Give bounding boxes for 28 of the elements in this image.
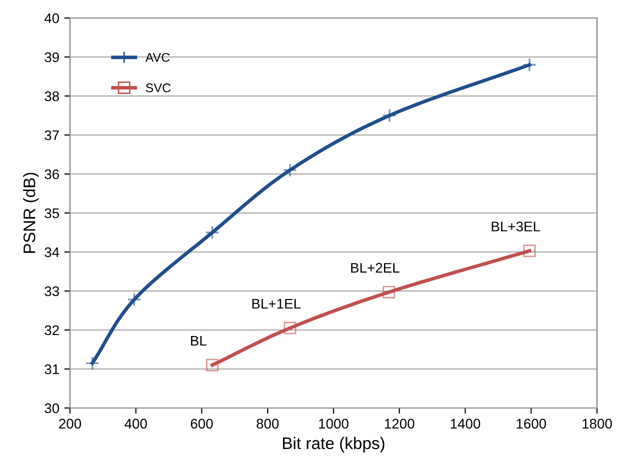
annotation: BL: [191, 336, 206, 346]
legend-label: SVC: [146, 83, 171, 92]
y-tick-label: 30: [44, 403, 60, 414]
x-tick-label: 1600: [516, 418, 546, 429]
x-tick-label: 1400: [450, 418, 480, 429]
y-tick-label: 37: [44, 130, 59, 140]
annotation: BL+1EL: [252, 298, 301, 308]
annotation: BL+2EL: [351, 262, 400, 273]
y-tick-label: 33: [44, 286, 59, 296]
y-tick-label: 31: [44, 364, 59, 374]
x-tick-label: 1200: [384, 418, 414, 429]
x-tick-label: 600: [190, 418, 213, 429]
y-axis-title: PSNR (dB): [23, 172, 39, 253]
legend-label: AVC: [145, 52, 170, 62]
y-tick-label: 35: [44, 208, 60, 218]
x-axis-title: Bit rate (kbps): [283, 436, 384, 452]
y-tick-label: 40: [44, 13, 60, 24]
annotation: BL+3EL: [492, 222, 540, 232]
x-tick-label: 400: [124, 418, 147, 429]
y-tick-label: 32: [44, 325, 59, 336]
y-tick-label: 39: [44, 52, 59, 62]
y-tick-label: 38: [44, 91, 59, 102]
y-tick-label: 34: [44, 247, 60, 258]
x-tick-label: 1800: [582, 418, 612, 429]
x-tick-label: 800: [256, 418, 279, 429]
y-tick-label: 36: [44, 169, 59, 180]
x-tick-label: 200: [59, 418, 82, 429]
x-tick-label: 1000: [319, 418, 348, 429]
